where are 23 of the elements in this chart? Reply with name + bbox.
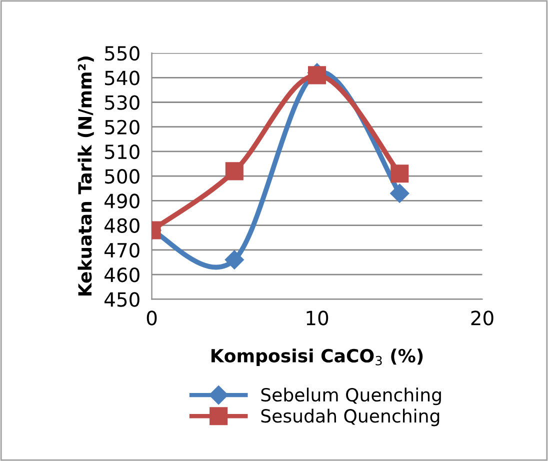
y-tick-label: 530 (105, 95, 140, 110)
y-tick-label: 450 (104, 292, 140, 307)
y-tick-label: 540 (105, 70, 140, 86)
point (224, 250, 244, 270)
point (225, 162, 244, 180)
point (390, 184, 410, 203)
point (308, 66, 326, 84)
x-tick-label: 20 (471, 310, 494, 326)
y-tick-label: 520 (105, 120, 140, 135)
y-tick-label: 460 (104, 268, 140, 282)
y-tick-label: 470 (104, 242, 140, 258)
x-tick-label: 10 (306, 310, 328, 326)
y-tick-label: 480 (104, 218, 140, 233)
legend-label: Sesudah Quenching (261, 408, 440, 426)
y-tick-label: 490 (104, 194, 140, 208)
y-tick-label: 550 (105, 46, 140, 61)
legend-label: Sebelum Quenching (261, 388, 441, 406)
y-tick-label: 510 (105, 144, 140, 160)
x-axis-title: Komposisi CaCO$_{3}$ (%) (212, 348, 423, 366)
x-tick-label: 0 (146, 310, 157, 326)
y-tick-label: 500 (105, 169, 140, 184)
y-axis-title: Kekuatan Tarik (N/mm²) (78, 56, 94, 296)
point (390, 164, 409, 183)
